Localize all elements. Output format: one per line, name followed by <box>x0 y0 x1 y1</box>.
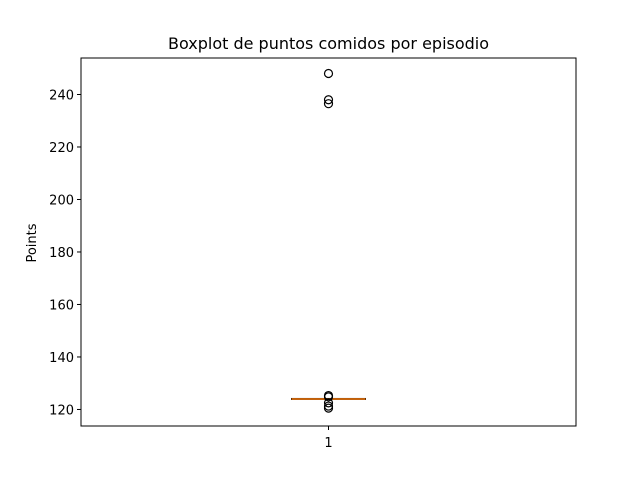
outlier-point <box>323 95 334 105</box>
outlier-point <box>323 68 334 79</box>
x-axis-ticks: 1 <box>324 426 333 451</box>
plot-area <box>291 68 366 413</box>
y-tick-label: 180 <box>49 246 74 261</box>
chart-title: Boxplot de puntos comidos por episodio <box>168 34 489 53</box>
y-tick-label: 220 <box>49 141 74 156</box>
axes-frame <box>80 57 577 427</box>
outlier-point <box>323 392 334 402</box>
outlier-point <box>323 99 334 109</box>
x-tick-label: 1 <box>324 436 332 451</box>
y-tick-label: 240 <box>49 88 74 103</box>
y-axis-label: Points <box>25 223 40 262</box>
y-tick-label: 140 <box>49 351 74 366</box>
y-tick-label: 120 <box>49 403 74 418</box>
y-axis-ticks: 120 140 160 180 200 220 240 <box>49 88 81 418</box>
outlier-point <box>323 403 334 413</box>
y-tick-label: 200 <box>49 193 74 208</box>
outlier-point <box>323 398 334 408</box>
y-tick-label: 160 <box>49 298 74 313</box>
